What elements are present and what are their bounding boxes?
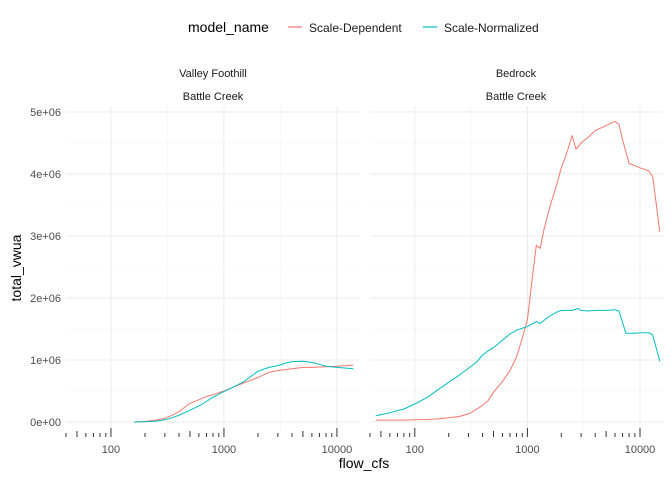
- strip-label-bottom: Battle Creek: [183, 91, 244, 103]
- strip-label-bottom: Battle Creek: [486, 91, 547, 103]
- x-axis: 100 1000 10000: [369, 428, 656, 456]
- strip-label-top: Bedrock: [496, 68, 537, 80]
- legend-title: model_name: [188, 19, 269, 35]
- series-line-scale-dependent: [375, 120, 661, 421]
- panel-series: [375, 120, 661, 421]
- y-tick-label: 3e+06: [30, 231, 61, 243]
- x-tick-label: 100: [102, 444, 120, 456]
- strip-label-top: Valley Foothill: [179, 68, 247, 80]
- y-tick-label: 5e+06: [30, 107, 61, 119]
- y-tick-label: 1e+06: [30, 355, 61, 367]
- x-axis: 100 1000 10000: [65, 428, 353, 456]
- x-tick-label: 1000: [212, 444, 236, 456]
- panel-bedrock: Bedrock Battle Creek 100 1000 10000: [369, 68, 663, 456]
- legend-label-scale-dependent: Scale-Dependent: [309, 21, 402, 35]
- x-tick-label: 100: [406, 444, 424, 456]
- series-line-scale-normalized: [133, 360, 354, 423]
- legend-label-scale-normalized: Scale-Normalized: [444, 21, 539, 35]
- panel-grid: [370, 106, 663, 432]
- y-axis-title: total_vwua: [8, 234, 24, 301]
- panel-series: [133, 360, 354, 423]
- y-axis: 0e+00 1e+06 2e+06 3e+06 4e+06 5e+06: [30, 107, 61, 429]
- x-axis-title: flow_cfs: [339, 455, 390, 471]
- y-tick-label: 2e+06: [30, 293, 61, 305]
- series-line-scale-dependent: [133, 364, 354, 423]
- legend: model_name Scale-Dependent Scale-Normali…: [188, 19, 539, 35]
- x-tick-label: 10000: [322, 444, 353, 456]
- y-tick-label: 4e+06: [30, 169, 61, 181]
- panel-valley-foothill: Valley Foothill Battle Creek 100 1000 1000…: [65, 68, 360, 456]
- series-line-scale-normalized: [375, 308, 661, 417]
- x-tick-label: 1000: [515, 444, 539, 456]
- panel-grid: [66, 106, 360, 432]
- y-tick-label: 0e+00: [30, 417, 61, 429]
- x-tick-label: 10000: [625, 444, 656, 456]
